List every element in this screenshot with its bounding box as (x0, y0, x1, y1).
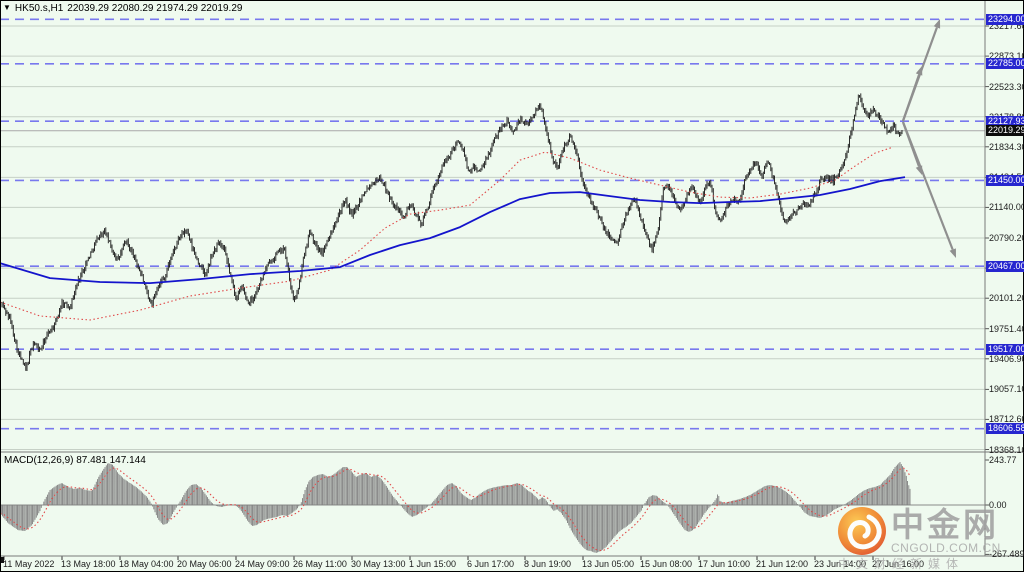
time-axis-label: 13 May 18:00 (61, 559, 116, 569)
axis-ticks (3, 25, 989, 560)
time-axis-label: 18 May 04:00 (119, 559, 174, 569)
price-axis-label: 21834.30 (989, 142, 1024, 152)
price-axis-label: 18712.60 (989, 414, 1024, 424)
candlesticks (1, 93, 903, 371)
price-level-tag: 23294.00 (986, 14, 1024, 25)
symbol-header: ▼ HK50.s,H1 22039.29 22080.29 21974.29 2… (3, 2, 242, 14)
symbol-timeframe-label: HK50.s,H1 (14, 2, 64, 14)
price-level-tag: 19517.00 (986, 344, 1024, 355)
price-level-tag: 21450.00 (986, 175, 1024, 186)
time-axis-label: 6 Jun 17:00 (467, 559, 515, 569)
macd-axis-label: -267.489 (989, 549, 1024, 559)
price-axis-label: 18368.10 (989, 445, 1024, 455)
price-level-tag: 18606.58 (986, 423, 1024, 434)
price-axis-label: 19751.40 (989, 324, 1024, 334)
price-axis-label: 21140.00 (989, 202, 1024, 212)
time-axis-label: 11 May 2022 (3, 559, 55, 569)
current-price-tag: 22019.29 (986, 125, 1024, 136)
time-axis-label: 24 May 09:00 (235, 559, 290, 569)
time-axis-label: 13 Jun 05:00 (582, 559, 635, 569)
projection-arrows (901, 19, 956, 258)
ohlc-values: 22039.29 22080.29 21974.29 22019.29 (67, 2, 243, 14)
time-axis-label: 1 Jun 15:00 (409, 559, 457, 569)
price-level-tag: 20467.00 (986, 261, 1024, 272)
time-axis-label: 20 May 06:00 (177, 559, 232, 569)
macd-signal-line (1, 467, 911, 552)
time-axis-label: 8 Jun 19:00 (524, 559, 572, 569)
ma-fast-line (1, 146, 894, 321)
ma-slow-line (1, 176, 906, 285)
price-axis-label: 22873.10 (989, 51, 1024, 61)
macd-axis-label: 243.77 (989, 455, 1017, 465)
macd-histogram (1, 462, 911, 553)
price-axis-label: 19406.90 (989, 354, 1024, 364)
time-axis-label: 21 Jun 12:00 (756, 559, 809, 569)
level-lines (0, 18, 985, 430)
macd-indicator-label: MACD(12,26,9) 87.481 147.144 (4, 455, 146, 466)
gridlines (0, 25, 985, 450)
time-axis-label: 27 Jun 16:00 (872, 559, 925, 569)
symbol-dropdown-icon[interactable]: ▼ (3, 3, 11, 12)
chart-shift-marker (1, 557, 4, 563)
time-axis-label: 30 May 13:00 (351, 559, 406, 569)
price-axis-label: 23217.60 (989, 21, 1024, 31)
time-axis-label: 17 Jun 10:00 (698, 559, 751, 569)
time-axis-label: 15 Jun 08:00 (640, 559, 693, 569)
price-level-tag: 22785.00 (986, 58, 1024, 69)
price-axis-label: 19057.10 (989, 384, 1024, 394)
price-axis-label: 20101.20 (989, 293, 1024, 303)
price-axis-label: 20790.20 (989, 233, 1024, 243)
price-level-tag: 22127.93 (986, 116, 1024, 127)
price-axis-label: 22523.30 (989, 82, 1024, 92)
time-axis-label: 23 Jun 14:00 (814, 559, 867, 569)
time-axis-label: 26 May 11:00 (293, 559, 347, 569)
macd-axis-label: 0.00 (989, 500, 1007, 510)
